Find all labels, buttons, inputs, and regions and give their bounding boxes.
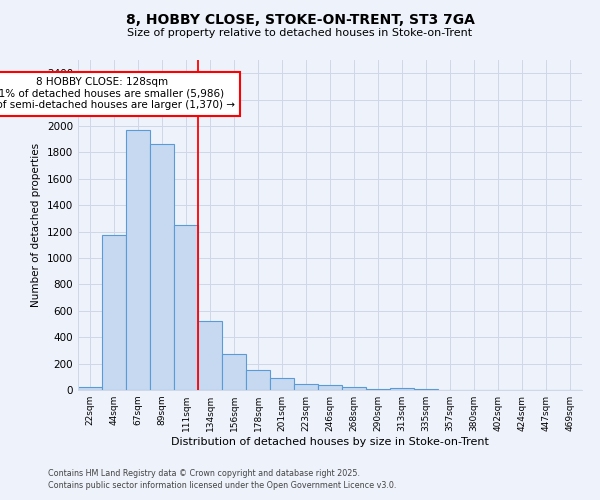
Text: Size of property relative to detached houses in Stoke-on-Trent: Size of property relative to detached ho… bbox=[127, 28, 473, 38]
Text: 8, HOBBY CLOSE, STOKE-ON-TRENT, ST3 7GA: 8, HOBBY CLOSE, STOKE-ON-TRENT, ST3 7GA bbox=[125, 12, 475, 26]
Bar bbox=[126, 130, 150, 390]
Bar bbox=[78, 386, 102, 390]
Text: 8 HOBBY CLOSE: 128sqm
← 81% of detached houses are smaller (5,986)
19% of semi-d: 8 HOBBY CLOSE: 128sqm ← 81% of detached … bbox=[0, 77, 235, 110]
Bar bbox=[390, 388, 414, 390]
X-axis label: Distribution of detached houses by size in Stoke-on-Trent: Distribution of detached houses by size … bbox=[171, 437, 489, 447]
Bar bbox=[222, 354, 246, 390]
Text: Contains public sector information licensed under the Open Government Licence v3: Contains public sector information licen… bbox=[48, 481, 397, 490]
Bar bbox=[174, 225, 198, 390]
Bar bbox=[198, 320, 222, 390]
Y-axis label: Number of detached properties: Number of detached properties bbox=[31, 143, 41, 307]
Bar bbox=[342, 388, 366, 390]
Text: Contains HM Land Registry data © Crown copyright and database right 2025.: Contains HM Land Registry data © Crown c… bbox=[48, 468, 360, 477]
Bar bbox=[318, 386, 342, 390]
Bar bbox=[150, 144, 174, 390]
Bar bbox=[270, 378, 294, 390]
Bar bbox=[294, 384, 318, 390]
Bar bbox=[246, 370, 270, 390]
Bar bbox=[102, 235, 126, 390]
